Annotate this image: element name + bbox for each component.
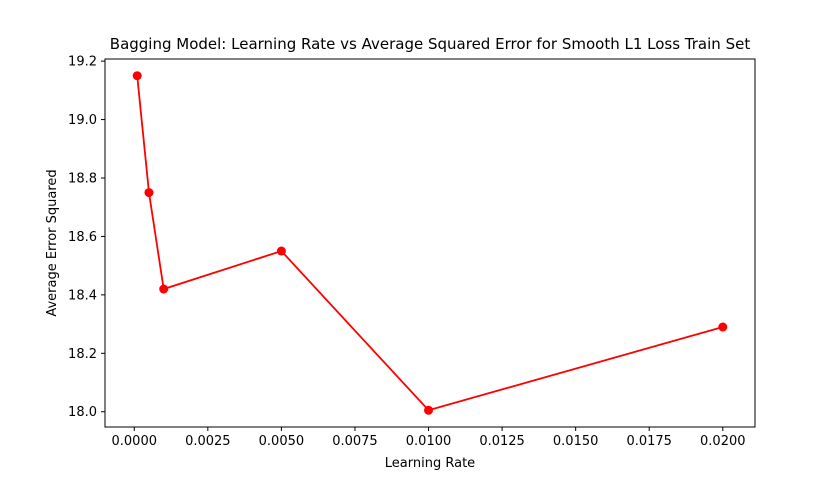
y-axis-title: Average Error Squared <box>45 169 60 316</box>
x-tick-label: 0.0000 <box>112 434 158 449</box>
chart-title: Bagging Model: Learning Rate vs Average … <box>110 35 751 53</box>
x-tick-label: 0.0100 <box>406 434 452 449</box>
data-point <box>144 188 154 198</box>
plot-frame <box>104 58 756 428</box>
x-tick-label: 0.0075 <box>332 434 378 449</box>
x-tick-label: 0.0025 <box>185 434 231 449</box>
y-tick-label: 19.0 <box>68 113 97 128</box>
data-point <box>159 284 169 294</box>
y-axis: 18.0 18.2 18.4 18.6 18.8 19.0 19.2 <box>68 55 105 420</box>
y-tick-label: 18.2 <box>68 347 97 362</box>
data-point <box>718 322 728 332</box>
data-point <box>276 246 286 256</box>
series-line <box>136 75 724 412</box>
x-tick-label: 0.0050 <box>259 434 305 449</box>
data-point <box>132 71 142 81</box>
plot-area <box>104 58 756 428</box>
x-axis: 0.0000 0.0025 0.0050 0.0075 0.0100 0.0125 0.01… <box>112 427 746 449</box>
y-tick-label: 18.6 <box>68 230 97 245</box>
x-axis-title: Learning Rate <box>385 456 475 471</box>
y-tick-label: 19.2 <box>68 55 97 70</box>
y-tick-label: 18.0 <box>68 405 97 420</box>
data-point <box>424 405 434 415</box>
x-tick-label: 0.0200 <box>700 434 746 449</box>
x-tick-label: 0.0125 <box>479 434 525 449</box>
y-tick-label: 18.4 <box>68 288 97 303</box>
x-tick-label: 0.0175 <box>626 434 672 449</box>
x-tick-label: 0.0150 <box>553 434 599 449</box>
series-group <box>132 71 728 415</box>
y-tick-label: 18.8 <box>68 171 97 186</box>
